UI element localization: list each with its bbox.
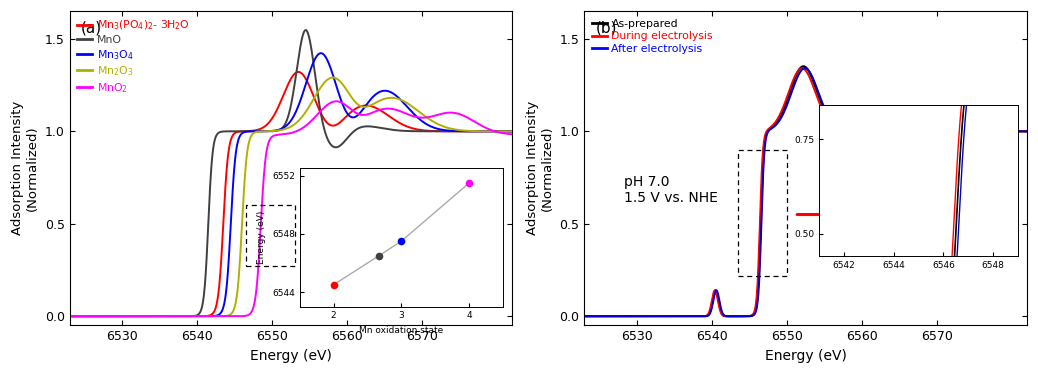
Bar (738, 150, 787, 276)
X-axis label: Energy (eV): Energy (eV) (765, 349, 847, 363)
Text: (b): (b) (596, 21, 617, 36)
Y-axis label: Adsorption Intensity
(Normalized): Adsorption Intensity (Normalized) (11, 101, 39, 235)
Text: (a): (a) (81, 21, 102, 36)
Y-axis label: Adsorption Intensity
(Normalized): Adsorption Intensity (Normalized) (526, 101, 554, 235)
Legend: Mn$_3$(PO$_4$)$_2$- 3H$_2$O, MnO, Mn$_3$O$_4$, Mn$_2$O$_3$, MnO$_2$: Mn$_3$(PO$_4$)$_2$- 3H$_2$O, MnO, Mn$_3$… (75, 16, 192, 97)
X-axis label: Energy (eV): Energy (eV) (250, 349, 332, 363)
Bar (246, 205, 295, 266)
Legend: As-prepared, During electrolysis, After electrolysis: As-prepared, During electrolysis, After … (590, 16, 715, 56)
Text: pH 7.0
1.5 V vs. NHE: pH 7.0 1.5 V vs. NHE (624, 175, 718, 205)
